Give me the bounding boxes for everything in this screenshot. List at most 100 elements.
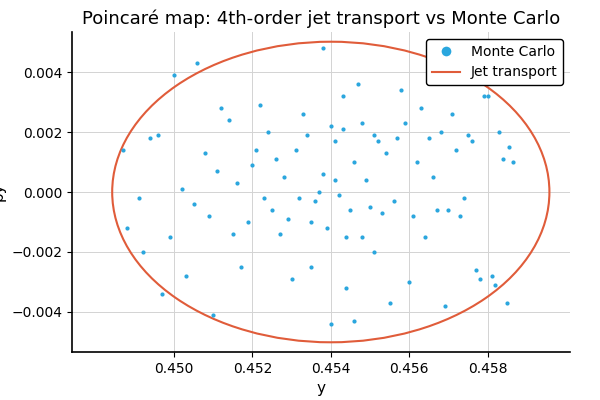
Point [271,156,281,162]
Point [491,282,500,288]
Point [487,272,496,279]
Point [287,276,296,282]
Point [314,189,324,195]
Point [283,216,292,222]
Point [424,135,434,141]
Point [200,150,210,156]
Point [169,72,179,78]
Point [189,201,199,207]
Point [341,284,351,291]
Point [165,234,175,240]
Point [205,213,214,219]
Point [134,195,143,201]
Point [216,105,226,112]
Point [248,162,257,168]
Point [299,111,308,118]
Point [420,234,430,240]
Point [318,171,328,177]
Point [460,195,469,201]
Point [475,276,485,282]
Point [455,213,465,219]
Point [369,132,379,138]
Point [353,81,363,88]
Point [232,180,241,186]
Point [322,225,332,231]
Point [416,105,426,112]
Point [251,147,261,153]
Point [397,87,406,94]
Point [358,120,367,126]
Point [494,129,504,135]
Point [228,231,238,237]
Point [440,302,449,309]
Point [499,156,508,162]
Point [212,168,222,174]
Point [392,135,402,141]
Point [505,144,514,150]
Point [302,132,312,138]
Point [338,93,347,100]
Point [350,317,359,324]
Point [365,204,375,210]
Point [369,249,379,255]
Point [146,135,155,141]
Point [432,207,442,213]
Point [181,272,191,279]
Point [326,320,335,327]
Point [385,300,394,306]
Point [404,278,414,285]
Point [330,177,340,183]
Point [467,138,477,144]
Point [279,174,289,180]
Point [479,93,488,100]
Point [275,231,284,237]
Point [256,102,265,108]
Point [502,300,512,306]
Point [138,249,148,255]
Point [346,207,355,213]
Point [443,207,453,213]
Point [244,219,253,225]
Point [236,264,245,270]
X-axis label: y: y [317,381,325,396]
Title: Poincaré map: 4th-order jet transport vs Monte Carlo: Poincaré map: 4th-order jet transport vs… [82,9,560,28]
Point [381,150,391,156]
Point [208,312,218,318]
Legend: Monte Carlo, Jet transport: Monte Carlo, Jet transport [427,39,563,85]
Point [451,147,461,153]
Point [341,234,351,240]
Point [389,198,398,204]
Point [412,159,422,165]
Point [267,207,277,213]
Point [373,138,383,144]
Point [307,264,316,270]
Point [401,120,410,126]
Point [471,266,481,273]
Point [326,123,335,130]
Point [330,138,340,144]
Point [428,174,437,180]
Point [291,147,301,153]
Point [409,213,418,219]
Point [483,93,493,100]
Point [350,159,359,165]
Point [154,132,163,138]
Point [448,111,457,118]
Point [224,117,233,124]
Point [157,290,167,297]
Point [259,195,269,201]
Point [436,129,445,135]
Point [122,225,131,231]
Point [361,177,371,183]
Point [338,126,347,132]
Point [318,45,328,52]
Point [358,234,367,240]
Y-axis label: py: py [0,183,6,201]
Point [263,129,273,135]
Point [310,198,320,204]
Point [508,159,518,165]
Point [307,219,316,225]
Point [334,192,343,198]
Point [118,147,128,153]
Point [193,60,202,67]
